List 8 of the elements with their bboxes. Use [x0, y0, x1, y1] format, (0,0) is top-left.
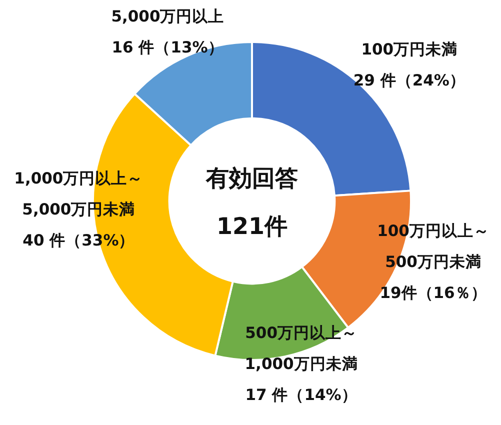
- data-label: 19件（16％）: [380, 284, 487, 302]
- data-label: 17 件（14%）: [245, 386, 358, 404]
- slice-label: 500万円以上～1,000万円未満: [244, 324, 358, 373]
- text: 121件: [216, 214, 288, 240]
- slice-label: 5,000万円以上: [111, 8, 224, 26]
- slice-label: 100万円未満: [361, 40, 458, 58]
- data-label: 29 件（24%）: [353, 71, 466, 90]
- text: 有効回答: [205, 166, 298, 192]
